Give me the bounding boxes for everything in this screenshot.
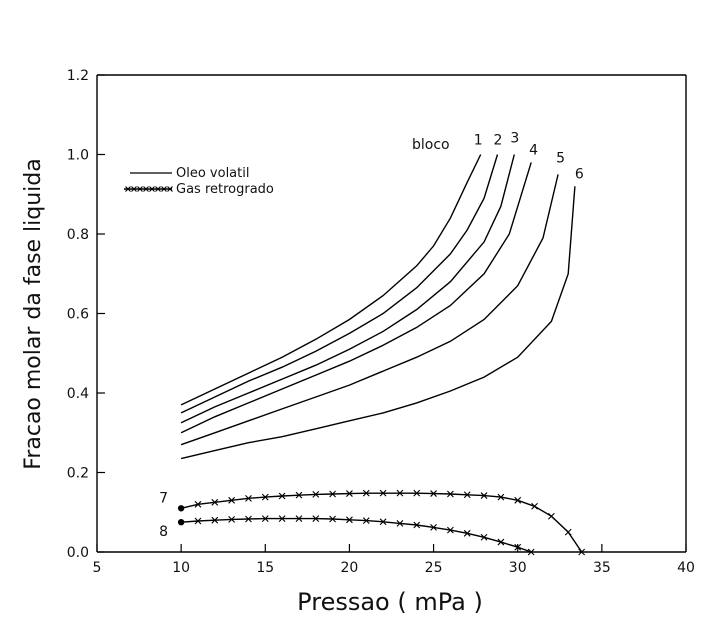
legend: Oleo volatil Gas retrogrado [124,166,274,197]
series-8-start-dot [177,518,185,526]
y-tick-label-5: 1.0 [67,148,89,164]
series-line-5 [180,174,559,446]
series-7-marker-24 [578,548,586,556]
legend-label-gas: Gas retrogrado [176,182,274,197]
y-tick-label-0: 0.0 [67,545,89,561]
series-7-marker-11 [362,489,370,497]
x-tick-label-1: 10 [172,560,190,576]
series-8-marker-21 [527,548,535,556]
y-tick-label-3: 0.6 [67,307,89,323]
legend-gas-marker-6 [161,186,167,192]
series-7-marker-4 [245,494,252,502]
x-tick-label-2: 15 [256,560,274,576]
y-tick-label-6: 1.2 [67,68,89,84]
y-tick-label-2: 0.4 [67,386,89,402]
series-7-marker-10 [346,490,353,497]
legend-gas-marker-0 [125,186,131,192]
series-7-start-dot [177,505,185,512]
series-7-marker-15 [430,490,437,497]
series-line-1 [180,154,482,406]
series-line-6 [180,186,576,460]
series-7-marker-13 [396,489,404,497]
legend-gas-marker-1 [131,186,137,192]
series-8-marker-19 [497,538,505,546]
series-7-marker-16 [447,490,454,498]
y-tick-label-1: 0.2 [67,466,89,482]
series-8-marker-7 [295,515,303,522]
series-line-7 [180,492,583,553]
y-axis-title: Fracao molar da fase liquida [21,158,46,469]
series-7-marker-1 [194,500,202,508]
series-7-marker-7 [295,491,303,499]
y-tick-label-4: 0.8 [67,227,89,243]
series-8-marker-14 [413,521,421,529]
series-7-marker-19 [497,493,505,501]
legend-gas-marker-4 [149,186,155,192]
x-tick-label-4: 25 [425,560,443,576]
curve-label-3: 3 [510,131,519,147]
curve-label-7: 7 [159,490,168,506]
series-7-marker-18 [480,492,488,499]
curve-label-6: 6 [575,166,584,182]
series-7-marker-14 [413,489,421,497]
curve-label-8: 8 [159,524,168,540]
series-7-marker-17 [463,491,471,499]
series-7-marker-23 [564,528,572,536]
series-7-marker-20 [514,496,522,504]
series-8-marker-8 [312,515,320,522]
x-tick-label-3: 20 [341,560,359,576]
legend-gas-marker-7 [167,186,173,192]
series-8-marker-4 [245,515,252,523]
series-7-marker-21 [531,502,538,510]
legend-gas-marker-5 [155,186,161,192]
curve-labels: bloco 1 2 34 56 7 8 [159,131,584,541]
series-8-marker-20 [514,543,522,551]
series-7-marker-22 [547,512,555,520]
bloco-annotation: bloco [412,137,450,153]
chart-frame [96,74,687,553]
x-tick-label-0: 5 [93,560,102,576]
series-7-marker-2 [211,498,219,506]
x-axis-title: Pressao ( mPa ) [297,588,483,616]
y-axis-ticks: 0.0 0.2 0.4 0.6 0.8 1.0 1.2 [67,68,105,561]
series-7-marker-8 [312,490,320,498]
series-line-8 [181,517,532,553]
series-8-marker-18 [480,533,488,541]
series-8-marker-17 [463,529,471,537]
x-tick-label-6: 35 [593,560,611,576]
series-7-marker-12 [379,489,387,497]
series-8-marker-10 [346,516,353,524]
legend-line-gas [124,186,173,192]
series-7-marker-3 [228,496,236,504]
series-8-marker-12 [379,518,387,526]
curve-label-5: 5 [556,150,565,166]
series-8-marker-5 [261,515,269,522]
series-7-marker-5 [261,493,269,501]
series-7-marker-6 [278,492,286,500]
series-line-3 [180,154,515,424]
curve-label-4: 4 [529,142,538,158]
series-8-marker-16 [447,526,454,534]
series-8-marker-11 [362,517,370,524]
legend-gas-marker-3 [143,186,149,192]
series-line-2 [180,154,499,414]
x-tick-label-5: 30 [509,560,527,576]
series-layer [177,154,586,556]
series-8-marker-6 [278,515,286,522]
series-8-marker-15 [430,523,437,531]
legend-label-oleo: Oleo volatil [176,166,249,181]
series-line-4 [180,162,532,434]
curve-label-2: 2 [494,133,503,149]
series-8-marker-1 [194,517,202,525]
curve-label-1: 1 [474,133,483,149]
series-8-marker-3 [228,516,236,523]
series-8-marker-2 [211,516,219,524]
series-8-marker-13 [396,519,404,527]
x-tick-label-7: 40 [677,560,695,576]
series-7-marker-9 [329,490,336,498]
x-axis-ticks: 5 10 15 20 25 30 35 40 [93,544,695,576]
series-8-marker-9 [329,515,336,523]
legend-gas-marker-2 [137,186,143,192]
